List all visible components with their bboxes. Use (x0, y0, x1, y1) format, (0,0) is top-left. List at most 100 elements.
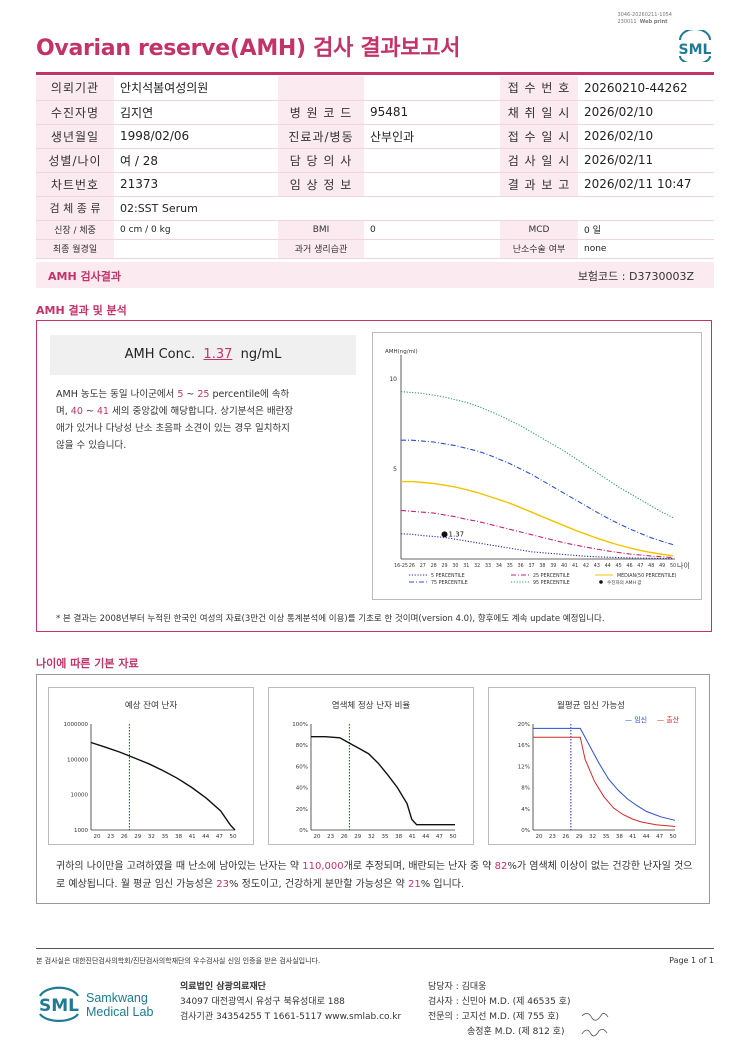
y-tick-label: 10 (389, 376, 397, 383)
x-tick-label: 26 (409, 563, 415, 569)
tilde-2: ~ (82, 406, 97, 417)
x-tick-label: 44 (605, 563, 611, 569)
x-tick-label: 38 (539, 563, 545, 569)
y-tick-label: 20% (518, 722, 530, 728)
samkwang-logo-sml: SML (39, 996, 79, 1016)
x-tick-label: 47 (637, 563, 643, 569)
legend-label: 95 PERCENTILE (533, 580, 570, 586)
x-tick-label: 41 (629, 834, 636, 840)
x-tick-label: 31 (463, 563, 469, 569)
patient-info-table: 의뢰기관 안치석봄여성의원 접 수 번 호 20260210-44262 수진자명 김지연… (36, 76, 714, 259)
info-label: 결 과 보 고 (500, 172, 578, 197)
x-tick-label: 40 (561, 563, 567, 569)
x-tick-label: 42 (583, 563, 589, 569)
info-value: 0 일 (578, 220, 714, 240)
x-tick-label: 20 (314, 834, 321, 840)
sml-logo-text: SML (679, 42, 712, 58)
info-label: 난소수술 여부 (500, 239, 578, 259)
percentile-line (400, 533, 674, 560)
x-tick-label: 36 (518, 563, 524, 569)
info-row: 생년월일 1998/02/06 진료과/병동 산부인과 접 수 일 시 2026/02/1… (36, 124, 714, 149)
legend-marker (599, 580, 603, 584)
y-tick-label: 10000 (71, 793, 89, 799)
x-tick-label: 29 (441, 563, 447, 569)
x-tick-label: 39 (550, 563, 556, 569)
normal-egg-ratio-chart: 염색체 정상 난자 비율 0% 20% 40% 60% 80% 100% 20 23 26 29 32… (292, 700, 457, 840)
info-label (278, 76, 364, 101)
info-value (364, 148, 500, 173)
y-tick-label: 100% (292, 722, 308, 728)
web-print-label: Web print (639, 19, 668, 25)
info-value (364, 239, 500, 259)
section-title-amh: AMH 결과 및 분석 (36, 304, 127, 317)
info-value: 1998/02/06 (114, 124, 278, 149)
x-tick-label: 41 (189, 834, 196, 840)
y-tick-label: 0% (521, 828, 530, 834)
x-tick-label: 37 (529, 563, 535, 569)
info-row: 수진자명 김지연 병 원 코 드 95481 채 취 일 시 2026/02/10 (36, 100, 714, 125)
certification-note: 본 검사실은 대한진단검사의학회/진단검사의학재단의 우수검사실 신임 인증을 … (36, 957, 321, 965)
info-label: 최종 월경일 (36, 239, 114, 259)
info-value: 0 cm / 0 kg (114, 220, 278, 240)
info-value: 여 / 28 (114, 148, 278, 173)
x-tick-label: 44 (643, 834, 650, 840)
x-tick-label: 50 (230, 834, 237, 840)
x-axis-title: 나이 (677, 561, 690, 570)
mini-series-line (90, 741, 236, 831)
pct-high: 25 (197, 389, 210, 400)
info-value: 0 (364, 220, 500, 240)
patient-marker (441, 531, 448, 538)
amh-description: AMH 농도는 동일 나이군에서 5 ~ 25 percentile에 속하며,… (56, 386, 296, 454)
info-label: MCD (500, 220, 578, 240)
y-tick-label: 12% (518, 764, 530, 770)
remaining-eggs-chart: 예상 잔여 난자 1000 10000 100000 1000000 20 23 26 29 32… (64, 700, 237, 840)
x-tick-label: 48 (648, 563, 654, 569)
amh-percentile-chart: AMH(ng/ml) 5 10 16-25 26 27 28 29 30 31 32 33 34 35 36… (385, 349, 690, 586)
y-tick-label: 4% (521, 807, 530, 813)
brand-line-1: Samkwang (86, 991, 148, 1005)
info-value: 20260210-44262 (578, 76, 714, 101)
x-tick-label: 43 (594, 563, 600, 569)
specimen-value: 02:SST Serum (114, 196, 714, 221)
x-tick-label: 28 (431, 563, 437, 569)
desc-c: 세의 중앙값에 해당합니다. 상기분석은 배란장애가 있거나 다낭성 난소 초음… (56, 406, 294, 451)
x-tick-label: 20 (94, 834, 101, 840)
conc-label: AMH Conc. (124, 347, 196, 362)
info-value (364, 172, 500, 197)
x-tick-label: 33 (485, 563, 491, 569)
patient-marker-label: 1.37 (449, 530, 465, 538)
x-tick-label: 38 (395, 834, 402, 840)
section-title-age: 나이에 따른 기본 자료 (36, 657, 139, 670)
specimen-label: 검 체 종 류 (36, 196, 114, 221)
x-tick-label: 29 (134, 834, 141, 840)
x-tick-label: 23 (549, 834, 556, 840)
age-data-box (36, 674, 710, 904)
sml-logo: SML (679, 30, 712, 62)
legend-label: 5 PERCENTILE (431, 573, 465, 579)
info-label: 성별/나이 (36, 148, 114, 173)
y-axis-title: AMH(ng/ml) (385, 349, 418, 355)
mini-chart-box-normal: 염색체 정상 난자 비율 0% 20% 40% 60% 80% 100% 20 23 26 29 32… (268, 687, 474, 845)
insurance-code: 보험코드 : D3730003Z (577, 270, 694, 283)
x-tick-label: 30 (452, 563, 458, 569)
pregnancy-chance-chart: 월평균 임신 가능성 0% 4% 8% 12% 16% 20% 20 23 26 29 32 35 38 4… (518, 700, 680, 840)
x-tick-label: 50 (670, 563, 676, 569)
code-line-2: 230011 Web print (617, 19, 672, 26)
info-value (364, 76, 500, 101)
amh-result-bar: AMH 검사결과 보험코드 : D3730003Z (36, 262, 714, 288)
info-row: 차트번호 21373 임 상 정 보 결 과 보 고 2026/02/11 10:47 (36, 172, 714, 197)
x-tick-label: 20 (536, 834, 543, 840)
x-tick-label: 45 (616, 563, 622, 569)
x-tick-label: 32 (589, 834, 596, 840)
sum-preg: 23 (216, 879, 229, 890)
x-tick-label: 50 (450, 834, 457, 840)
info-label: 과거 생리습관 (278, 239, 364, 259)
x-tick-label: 46 (626, 563, 632, 569)
sum-e: % 입니다. (420, 879, 465, 890)
code-line-2-text: 230011 (617, 19, 637, 25)
legend-marker-label: 수진자의 AMH 값 (607, 579, 642, 586)
info-label: 담 당 의 사 (278, 148, 364, 173)
percentile-line (400, 391, 674, 519)
mini-chart-title: 염색체 정상 난자 비율 (332, 700, 411, 711)
info-row-small: 최종 월경일 과거 생리습관 난소수술 여부 none (36, 239, 714, 259)
